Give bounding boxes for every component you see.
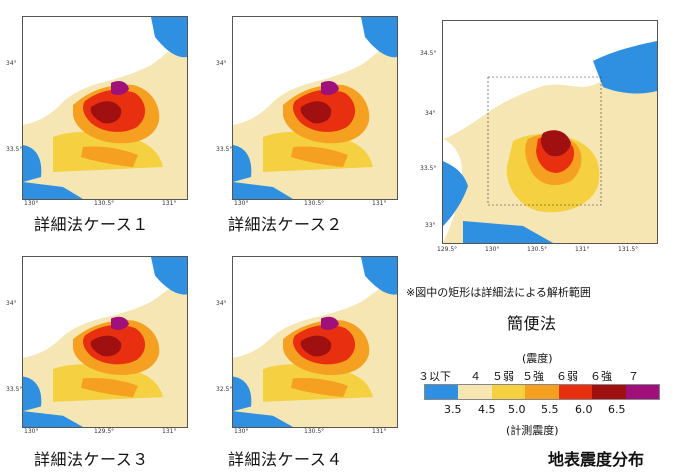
- panel3-x-tick-1: 129.5°: [94, 428, 115, 435]
- simple-x-tick-0: 129.5°: [437, 246, 458, 253]
- simple-x-tick-2: 130.5°: [527, 246, 548, 253]
- legend-title-intensity: (震度): [522, 352, 553, 365]
- panel1-y-tick-0: 34°: [6, 60, 17, 67]
- detailed-map-case1: [22, 16, 188, 200]
- legend-swatch-6: [625, 385, 660, 399]
- detailed-map-case2: [232, 16, 398, 200]
- figure-title: 地表震度分布: [548, 450, 645, 469]
- caption-case3: 詳細法ケース３: [34, 450, 149, 469]
- legend-swatch-3: [525, 385, 560, 399]
- panel1-x-tick-2: 131°: [162, 200, 177, 207]
- panel1-x-tick-1: 130.5°: [94, 200, 115, 207]
- simple-y-tick-3: 33°: [425, 222, 436, 229]
- scale-value-4: 6.0: [575, 403, 593, 416]
- legend-swatch-2: [491, 385, 527, 399]
- simple-x-tick-3: 131°: [575, 246, 590, 253]
- detailed-map-case3: [22, 256, 188, 428]
- scale-value-2: 5.0: [508, 403, 526, 416]
- intensity-label-3: ５強: [522, 370, 544, 383]
- panel3-x-tick-0: 130°: [24, 428, 39, 435]
- detailed-map-case4: [232, 256, 398, 428]
- panel2-x-tick-0: 130°: [234, 200, 249, 207]
- caption-case4: 詳細法ケース４: [228, 450, 343, 469]
- panel2-y-tick-0: 34°: [216, 60, 227, 67]
- legend-swatch-5: [592, 385, 627, 399]
- scale-value-5: 6.5: [608, 403, 626, 416]
- panel3-y-tick-1: 33.5°: [6, 386, 23, 393]
- panel1-x-tick-0: 130°: [24, 200, 39, 207]
- color-scale-bar: [424, 384, 660, 400]
- intensity-label-6: ７: [628, 370, 639, 383]
- panel1-y-tick-1: 33.5°: [6, 146, 23, 153]
- simple-method-map: [442, 20, 658, 244]
- panel4-x-tick-2: 131°: [372, 428, 387, 435]
- legend-swatch-0: [425, 385, 460, 399]
- intensity-label-5: ６強: [590, 370, 612, 383]
- panel3-x-tick-2: 131°: [162, 428, 177, 435]
- panel2-x-tick-1: 130.5°: [304, 200, 325, 207]
- intensity-label-0: ３以下: [418, 370, 451, 383]
- simple-y-tick-1: 34°: [425, 110, 436, 117]
- intensity-label-2: ５弱: [492, 370, 514, 383]
- simple-x-tick-1: 130°: [485, 246, 500, 253]
- panel4-x-tick-1: 130.5°: [304, 428, 325, 435]
- legend-swatch-4: [558, 385, 594, 399]
- scale-value-0: 3.5: [444, 403, 462, 416]
- caption-case1: 詳細法ケース１: [34, 215, 149, 234]
- caption-simple-method: 簡便法: [507, 314, 557, 333]
- intensity-label-1: ４: [470, 370, 481, 383]
- scale-value-3: 5.5: [541, 403, 559, 416]
- panel2-x-tick-2: 131°: [372, 200, 387, 207]
- legend-title-measured: (計測震度): [506, 424, 559, 437]
- simple-x-tick-4: 131.5°: [618, 246, 639, 253]
- panel2-y-tick-1: 33.5°: [216, 146, 233, 153]
- panel3-y-tick-0: 34°: [6, 300, 17, 307]
- panel4-x-tick-0: 130°: [234, 428, 249, 435]
- panel4-y-tick-0: 34°: [216, 300, 227, 307]
- scale-value-1: 4.5: [478, 403, 496, 416]
- caption-case2: 詳細法ケース２: [228, 215, 343, 234]
- panel4-y-tick-1: 32.5°: [216, 386, 233, 393]
- legend-swatch-1: [458, 385, 493, 399]
- simple-y-tick-2: 33.5°: [420, 165, 437, 172]
- simple-y-tick-0: 34.5°: [420, 50, 437, 57]
- analysis-range-note: ※図中の矩形は詳細法による解析範囲: [406, 286, 591, 299]
- intensity-label-4: ６弱: [556, 370, 578, 383]
